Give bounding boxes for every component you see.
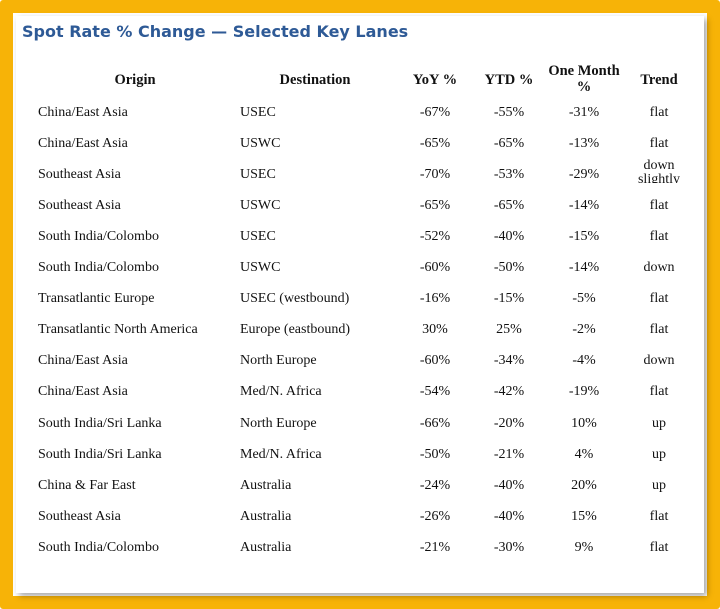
table-card [16, 16, 704, 593]
cell-destination: USEC [240, 167, 276, 183]
cell-destination: Australia [240, 508, 292, 524]
cell-trend: down slightly [637, 159, 680, 184]
cell-ytd: -65% [493, 136, 525, 152]
cell-trend: flat [649, 539, 669, 555]
cell-trend: up [652, 415, 666, 431]
cell-origin: Transatlantic Europe [38, 291, 155, 307]
cell-one-month: 9% [574, 539, 594, 555]
cell-yoy: -65% [419, 136, 451, 152]
cell-ytd: -53% [493, 167, 525, 183]
cell-one-month: -4% [572, 353, 596, 369]
cell-destination: Med/N. Africa [240, 384, 322, 400]
cell-trend: up [652, 446, 666, 462]
cell-trend: flat [649, 198, 669, 214]
cell-destination: USWC [240, 136, 281, 152]
cell-one-month: -19% [568, 384, 600, 400]
cell-ytd: 25% [496, 322, 522, 338]
cell-yoy: 30% [422, 322, 448, 338]
cell-yoy: -60% [419, 260, 451, 276]
cell-destination: North Europe [240, 353, 317, 369]
cell-destination: USWC [240, 198, 281, 214]
cell-ytd: -40% [493, 229, 525, 245]
cell-origin: Southeast Asia [38, 198, 121, 214]
cell-ytd: -34% [493, 353, 525, 369]
header-origin: Origin [114, 72, 156, 88]
cell-one-month: 10% [571, 415, 597, 431]
cell-yoy: -65% [419, 198, 451, 214]
cell-origin: Southeast Asia [38, 508, 121, 524]
cell-origin: China/East Asia [38, 136, 128, 152]
header-ytd: YTD % [484, 72, 534, 88]
cell-ytd: -40% [493, 508, 525, 524]
cell-origin: South India/Sri Lanka [38, 415, 162, 431]
cell-yoy: -24% [419, 477, 451, 493]
cell-destination: North Europe [240, 415, 317, 431]
table-title: Spot Rate % Change — Selected Key Lanes [22, 22, 409, 41]
cell-ytd: -42% [493, 384, 525, 400]
cell-origin: China/East Asia [38, 353, 128, 369]
cell-origin: China & Far East [38, 477, 136, 493]
header-destination: Destination [279, 72, 351, 88]
cell-destination: USWC [240, 260, 281, 276]
cell-ytd: -30% [493, 539, 525, 555]
cell-ytd: -65% [493, 198, 525, 214]
cell-origin: South India/Colombo [38, 260, 159, 276]
cell-one-month: 15% [571, 508, 597, 524]
cell-one-month: -14% [568, 260, 600, 276]
cell-trend: down [643, 353, 675, 369]
cell-destination: USEC (westbound) [240, 291, 350, 307]
cell-origin: South India/Colombo [38, 539, 159, 555]
header-yoy: YoY % [412, 72, 458, 88]
cell-destination: USEC [240, 105, 276, 120]
cell-origin: China/East Asia [38, 105, 128, 120]
cell-one-month: -5% [572, 291, 596, 307]
cell-ytd: -20% [493, 415, 525, 431]
cell-yoy: -66% [419, 415, 451, 431]
cell-one-month: -2% [572, 322, 596, 338]
cell-destination: USEC [240, 229, 276, 245]
cell-ytd: -15% [493, 291, 525, 307]
cell-yoy: -54% [419, 384, 451, 400]
cell-trend: flat [649, 291, 669, 307]
cell-origin: Southeast Asia [38, 167, 121, 183]
header-trend: Trend [640, 72, 678, 88]
cell-one-month: -29% [568, 167, 600, 183]
cell-destination: Europe (eastbound) [240, 322, 351, 338]
cell-yoy: -26% [419, 508, 451, 524]
cell-one-month: 20% [571, 477, 597, 493]
cell-one-month: -15% [568, 229, 600, 245]
cell-yoy: -52% [419, 229, 451, 245]
cell-trend: flat [649, 508, 669, 524]
cell-trend: flat [649, 384, 669, 400]
cell-ytd: -40% [493, 477, 525, 493]
cell-trend: flat [649, 229, 669, 245]
cell-one-month: 4% [574, 446, 594, 462]
cell-origin: South India/Sri Lanka [38, 446, 162, 462]
cell-trend: flat [649, 136, 669, 152]
cell-one-month: -13% [568, 136, 600, 152]
cell-trend: flat [649, 322, 669, 338]
cell-destination: Australia [240, 539, 292, 555]
header-one-month: One Month % [548, 63, 620, 95]
cell-one-month: -31% [568, 105, 600, 120]
cell-ytd: -55% [493, 105, 525, 120]
cell-trend: flat [649, 105, 669, 120]
cell-yoy: -16% [419, 291, 451, 307]
cell-trend: up [652, 477, 666, 493]
cell-ytd: -21% [493, 446, 525, 462]
cell-yoy: -21% [419, 539, 451, 555]
cell-origin: China/East Asia [38, 384, 128, 400]
cell-destination: Australia [240, 477, 292, 493]
cell-one-month: -14% [568, 198, 600, 214]
cell-yoy: -67% [419, 105, 451, 120]
cell-yoy: -50% [419, 446, 451, 462]
cell-origin: South India/Colombo [38, 229, 159, 245]
cell-trend: down [643, 260, 675, 276]
cell-destination: Med/N. Africa [240, 446, 322, 462]
cell-yoy: -70% [419, 167, 451, 183]
cell-origin: Transatlantic North America [38, 322, 198, 338]
cell-ytd: -50% [493, 260, 525, 276]
cell-yoy: -60% [419, 353, 451, 369]
